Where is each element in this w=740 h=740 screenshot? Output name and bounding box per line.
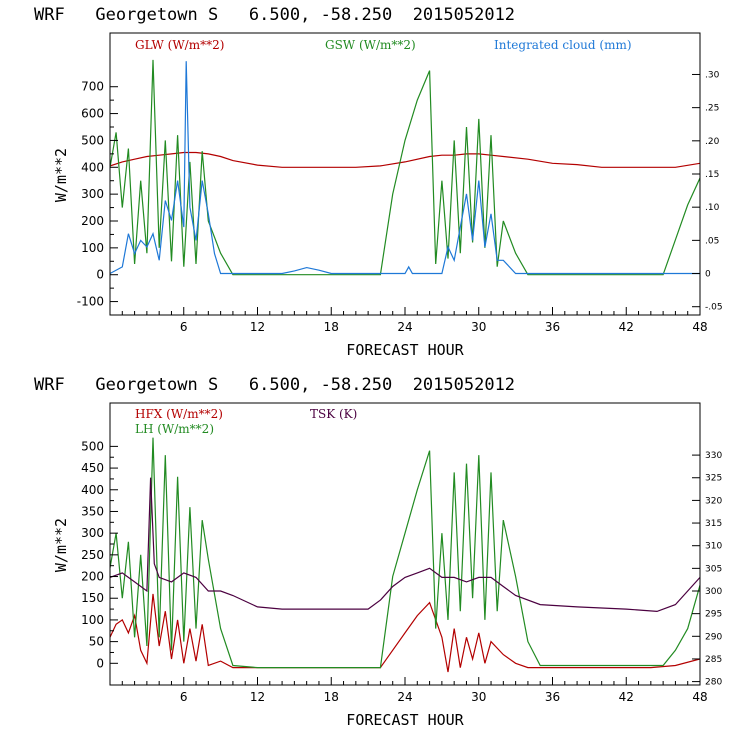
chart1-xtick-label: 12 <box>250 320 265 334</box>
chart2-y2tick-label: 290 <box>705 632 722 642</box>
chart2-xtick-label: 12 <box>250 690 265 704</box>
chart1-y2tick-label: .10 <box>705 203 720 213</box>
chart1-y2tick-label: .15 <box>705 170 719 180</box>
chart2-xtick-label: 18 <box>324 690 339 704</box>
chart2-ytick-label: 500 <box>81 439 104 453</box>
chart2-xtick-label: 6 <box>180 690 188 704</box>
chart2-ytick-label: 250 <box>81 548 104 562</box>
chart2-xtick-label: 36 <box>545 690 560 704</box>
chart2-ytick-label: 200 <box>81 570 104 584</box>
chart1-ytick-label: 400 <box>81 160 104 174</box>
chart1-xtick-label: 6 <box>180 320 188 334</box>
chart2-y2tick-label: 305 <box>705 564 722 574</box>
chart2-xtick-label: 24 <box>397 690 412 704</box>
chart2-ytick-label: 100 <box>81 613 104 627</box>
chart1-y2tick-label: .05 <box>705 236 719 246</box>
chart2-y2tick-label: 325 <box>705 474 722 484</box>
chart2-y2tick-label: 330 <box>705 451 722 461</box>
chart2-ytick-label: 350 <box>81 504 104 518</box>
chart2-y2tick-label: 295 <box>705 610 722 620</box>
chart1-xtick-label: 42 <box>619 320 634 334</box>
chart2-xtick-label: 42 <box>619 690 634 704</box>
chart1-ytick-label: 700 <box>81 80 104 94</box>
chart2-ytick-label: 300 <box>81 526 104 540</box>
chart2-title: WRF Georgetown S 6.500, -58.250 20150520… <box>34 375 515 395</box>
chart1-series-integrated <box>110 61 700 275</box>
chart2-y2tick-label: 300 <box>705 587 722 597</box>
chart1-ytick-label: -100 <box>77 295 104 309</box>
chart1-legend-glw: GLW (W/m**2) <box>135 38 224 52</box>
chart1-ytick-label: 200 <box>81 214 104 228</box>
chart2-xtick-label: 48 <box>692 690 707 704</box>
chart2-series-tsk <box>110 477 700 613</box>
chart2-ytick-label: 150 <box>81 591 104 605</box>
chart2-ylabel: W/m**2 <box>52 518 70 572</box>
chart1-y2tick-label: -.05 <box>705 303 723 313</box>
chart1-ytick-label: 600 <box>81 107 104 121</box>
chart1-xtick-label: 30 <box>471 320 486 334</box>
chart1-xtick-label: 18 <box>324 320 339 334</box>
chart2-series-lh <box>110 437 700 669</box>
chart1-title: WRF Georgetown S 6.500, -58.250 20150520… <box>34 5 515 25</box>
chart1-xlabel: FORECAST HOUR <box>346 341 464 359</box>
chart1-ytick-label: 500 <box>81 133 104 147</box>
chart2-legend-tsk: TSK (K) <box>310 407 357 421</box>
chart2-y2tick-label: 315 <box>705 519 722 529</box>
chart2-y2tick-label: 280 <box>705 678 722 688</box>
chart1-xtick-label: 48 <box>692 320 707 334</box>
chart1-ytick-label: 100 <box>81 241 104 255</box>
chart1-y2tick-label: 0 <box>705 270 711 280</box>
chart1-series-gsw <box>110 59 700 276</box>
chart1-ytick-label: 0 <box>96 268 104 282</box>
chart1-y2tick-label: .20 <box>705 137 720 147</box>
chart1-axes: 6 12 18 24 30 36 42 48 -100 0 100 200 300 400 500 600 70… <box>77 70 723 334</box>
chart2-ytick-label: 50 <box>89 635 104 649</box>
chart1-series-glw <box>110 151 700 168</box>
chart2-axes: 6 12 18 24 30 36 42 48 0 50 100 150 200 250 300 350 400 4… <box>81 439 722 704</box>
chart1-xtick-label: 36 <box>545 320 560 334</box>
chart2-ytick-label: 400 <box>81 483 104 497</box>
chart2-y2tick-label: 320 <box>705 496 722 506</box>
chart1-legend-cloud: Integrated cloud (mm) <box>494 38 632 52</box>
chart1-y2tick-label: .25 <box>705 104 719 114</box>
chart2-xlabel: FORECAST HOUR <box>346 711 464 729</box>
chart1-xtick-label: 24 <box>397 320 412 334</box>
chart2-legend-lh: LH (W/m**2) <box>135 422 214 436</box>
chart2-ytick-label: 450 <box>81 461 104 475</box>
chart2-series-hfx <box>110 593 700 673</box>
chart2-y2tick-label: 310 <box>705 542 722 552</box>
chart1-ytick-label: 300 <box>81 187 104 201</box>
chart2-y2tick-label: 285 <box>705 655 722 665</box>
chart2-xtick-label: 30 <box>471 690 486 704</box>
chart1-legend-gsw: GSW (W/m**2) <box>325 38 416 52</box>
chart1-y2tick-label: .30 <box>705 70 720 80</box>
chart2-series-group <box>110 437 700 673</box>
chart1-ylabel: W/m**2 <box>52 148 70 202</box>
chart2-ytick-label: 0 <box>96 656 104 670</box>
chart2-legend-hfx: HFX (W/m**2) <box>135 407 223 421</box>
chart1-series-group <box>110 59 700 276</box>
